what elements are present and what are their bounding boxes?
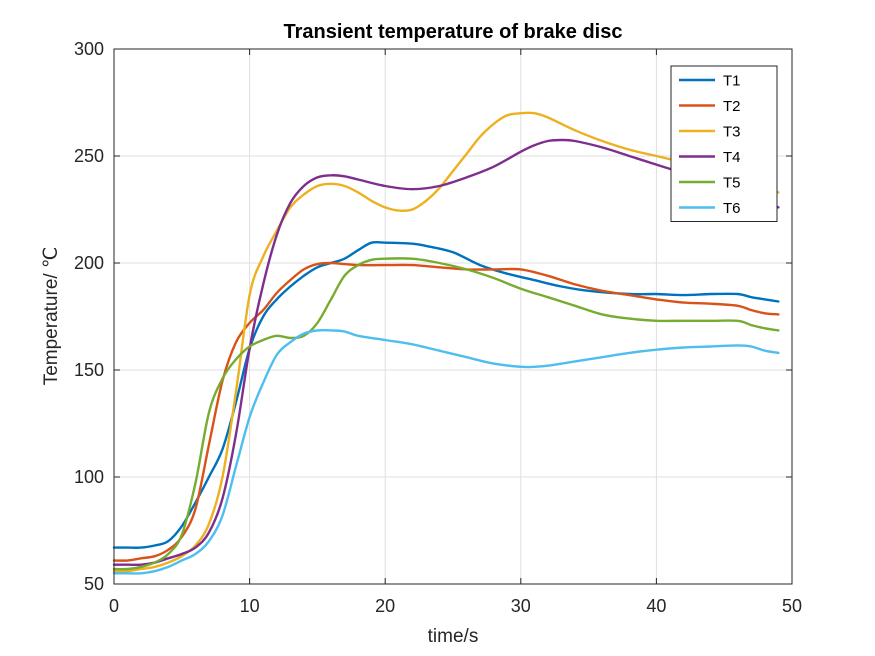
- y-tick-label: 150: [74, 360, 104, 380]
- grid: [114, 49, 792, 584]
- legend-box: [670, 65, 778, 222]
- series-line-t6: [112, 328, 780, 575]
- y-tick-label: 300: [74, 39, 104, 59]
- series-layer: [112, 111, 780, 575]
- y-axis-label: Temperature/ ℃: [41, 247, 62, 386]
- y-tick-label: 250: [74, 146, 104, 166]
- legend-label-t6: T6: [723, 200, 741, 217]
- y-tick-label: 100: [74, 467, 104, 487]
- x-tick-label: 50: [782, 596, 802, 616]
- ticks: 0 10 20 30 40 50 50 100 150 200 250 300: [74, 39, 802, 616]
- axes-box: [113, 48, 793, 585]
- legend-label-t2: T2: [723, 98, 741, 115]
- legend: T1 T2 T3 T4 T5 T6: [670, 65, 778, 222]
- series-line-t5: [112, 257, 780, 571]
- series-line-t1: [112, 240, 780, 549]
- x-tick-label: 10: [240, 596, 260, 616]
- series-line-t4: [112, 138, 780, 567]
- x-tick-label: 0: [109, 596, 119, 616]
- chart-title: Transient temperature of brake disc: [283, 21, 622, 43]
- x-tick-label: 20: [375, 596, 395, 616]
- series-line-t3: [112, 111, 780, 573]
- legend-label-t3: T3: [723, 124, 741, 141]
- legend-label-t1: T1: [723, 73, 741, 90]
- x-tick-label: 40: [646, 596, 666, 616]
- y-tick-label: 50: [84, 574, 104, 594]
- x-axis-label: time/s: [428, 626, 479, 647]
- y-tick-label: 200: [74, 253, 104, 273]
- x-tick-label: 30: [511, 596, 531, 616]
- legend-label-t5: T5: [723, 175, 741, 192]
- series-line-t2: [112, 261, 780, 562]
- legend-label-t4: T4: [723, 149, 741, 166]
